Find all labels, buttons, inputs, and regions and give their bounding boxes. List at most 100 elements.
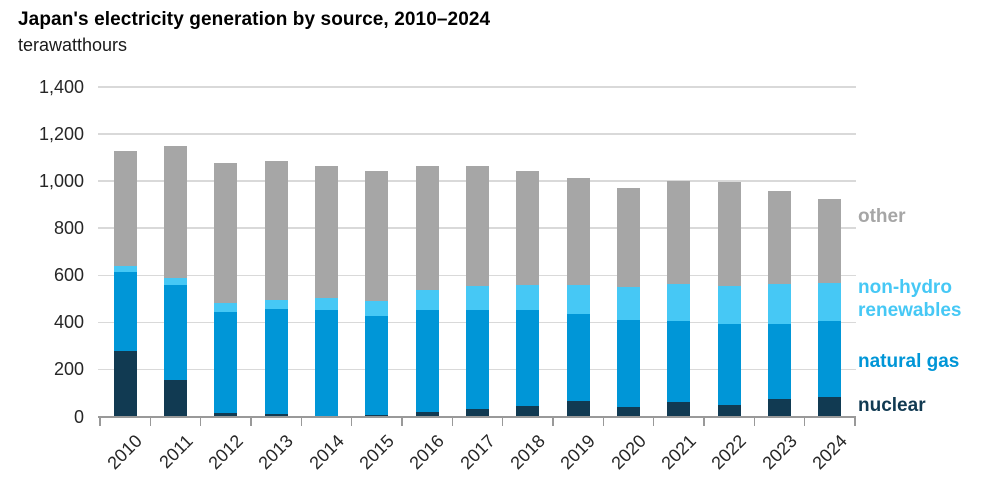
x-axis-tick — [652, 417, 655, 426]
x-axis-tick — [350, 417, 353, 426]
bar-2010-other — [113, 150, 137, 266]
bar-2017-other — [466, 165, 489, 286]
gridline-1,400 — [98, 86, 856, 88]
x-axis-tick — [552, 417, 554, 426]
x-axis-tick — [199, 417, 202, 426]
x-axis-line — [98, 415, 856, 418]
x-axis-tick — [703, 417, 705, 426]
bar-2013-nuclear — [264, 414, 288, 417]
bar-2016-other — [415, 165, 439, 290]
bar-2019-other — [566, 177, 590, 286]
x-tick-label-2017: 2017 — [455, 430, 499, 474]
x-tick-label-2012: 2012 — [204, 430, 247, 474]
bar-2010-nuclear — [113, 350, 137, 417]
bar-2016-non-hydro-renewables — [415, 289, 439, 310]
chart-subtitle: terawatthours — [18, 35, 128, 55]
y-tick-label-1,200: 1,200 — [38, 124, 84, 145]
y-tick-label-400: 400 — [53, 312, 84, 333]
bar-2021-other — [667, 181, 691, 285]
x-axis-tick — [99, 417, 101, 426]
x-tick-label-2016: 2016 — [405, 430, 449, 474]
x-tick-label-2011: 2011 — [154, 430, 197, 473]
bar-2013-other — [264, 161, 288, 300]
x-tick-label-2020: 2020 — [606, 430, 650, 474]
x-axis-tick — [753, 417, 756, 426]
x-axis-tick — [602, 417, 605, 426]
x-tick-label-2019: 2019 — [556, 430, 600, 474]
y-tick-label-200: 200 — [53, 359, 84, 380]
bar-2021-nuclear — [667, 402, 691, 417]
bar-2024-non-hydro-renewables — [818, 282, 842, 322]
bar-2013-non-hydro-renewables — [264, 299, 288, 310]
x-axis-tick — [854, 417, 856, 426]
x-tick-label-2018: 2018 — [506, 430, 549, 474]
bar-2023-non-hydro-renewables — [768, 283, 791, 324]
bar-2012-nuclear — [214, 413, 238, 417]
bar-2019-nuclear — [566, 401, 590, 417]
x-axis-tick — [501, 417, 504, 426]
bar-2018-natural-gas — [516, 310, 540, 406]
y-tick-label-0: 0 — [73, 406, 84, 427]
gridline-1,200 — [98, 133, 856, 135]
bar-2017-natural-gas — [466, 310, 489, 410]
bar-2018-other — [516, 170, 540, 285]
bar-2022-non-hydro-renewables — [717, 285, 741, 324]
bar-2020-other — [617, 188, 640, 287]
bar-2012-natural-gas — [214, 311, 238, 414]
legend-label-natural-gas: natural gas — [858, 351, 960, 372]
bar-2020-non-hydro-renewables — [617, 286, 640, 320]
x-tick-label-2014: 2014 — [304, 430, 348, 474]
bar-2019-natural-gas — [566, 314, 590, 402]
bar-2023-other — [768, 191, 791, 284]
chart-title: Japan's electricity generation by source… — [18, 9, 491, 30]
bar-2014-natural-gas — [315, 310, 338, 417]
bar-2011-non-hydro-renewables — [164, 277, 187, 286]
bar-2019-non-hydro-renewables — [566, 285, 590, 315]
bar-2021-natural-gas — [667, 321, 691, 403]
x-axis-tick — [250, 417, 252, 426]
bar-2016-natural-gas — [415, 309, 439, 413]
bar-2024-other — [818, 198, 842, 283]
x-tick-label-2010: 2010 — [103, 430, 147, 474]
bar-2021-non-hydro-renewables — [667, 284, 691, 322]
x-axis-tick — [803, 417, 806, 426]
bar-2015-other — [365, 171, 389, 301]
bar-2022-nuclear — [717, 404, 741, 417]
x-tick-label-2013: 2013 — [254, 430, 298, 474]
y-tick-label-800: 800 — [53, 218, 84, 239]
bar-2014-non-hydro-renewables — [315, 297, 338, 311]
bar-2018-nuclear — [516, 405, 540, 417]
bar-2010-natural-gas — [113, 271, 137, 351]
bar-2012-other — [214, 163, 238, 303]
x-tick-label-2023: 2023 — [757, 430, 801, 474]
x-axis-tick — [300, 417, 303, 426]
bar-2014-other — [315, 165, 338, 298]
y-tick-label-600: 600 — [53, 265, 84, 286]
x-tick-label-2021: 2021 — [657, 430, 700, 474]
x-axis-tick — [401, 417, 403, 426]
y-tick-label-1,000: 1,000 — [38, 171, 84, 192]
x-axis-tick — [451, 417, 454, 426]
x-axis-tick — [149, 417, 152, 426]
bar-2023-nuclear — [768, 399, 791, 417]
bar-2022-other — [717, 182, 741, 286]
y-tick-label-1,400: 1,400 — [38, 77, 84, 97]
legend-label-nuclear: nuclear — [858, 395, 926, 416]
x-tick-label-2024: 2024 — [808, 430, 851, 474]
bar-2015-non-hydro-renewables — [365, 300, 389, 316]
bar-2013-natural-gas — [264, 309, 288, 415]
bar-2017-non-hydro-renewables — [466, 285, 489, 311]
bar-2010-non-hydro-renewables — [113, 265, 137, 272]
bar-2023-natural-gas — [768, 323, 791, 400]
bar-2012-non-hydro-renewables — [214, 302, 238, 312]
bar-2015-natural-gas — [365, 315, 389, 416]
x-tick-label-2015: 2015 — [355, 430, 398, 474]
bar-2016-nuclear — [415, 412, 439, 417]
bar-2018-non-hydro-renewables — [516, 284, 540, 311]
bar-2024-natural-gas — [818, 321, 842, 398]
bar-2022-natural-gas — [717, 324, 741, 405]
bar-2020-nuclear — [617, 407, 640, 417]
legend-label-non-hydro-renewables: non-hydro renewables — [858, 277, 962, 321]
bar-2017-nuclear — [466, 409, 489, 417]
x-tick-label-2022: 2022 — [707, 430, 751, 474]
